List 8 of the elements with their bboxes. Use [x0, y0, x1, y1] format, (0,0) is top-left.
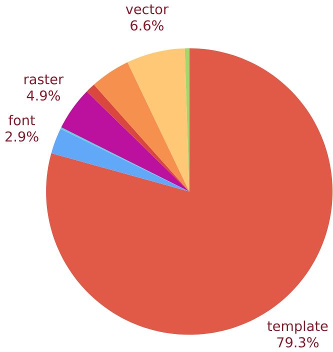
slice-label: raster — [24, 74, 64, 84]
data-label: 2.9% — [6, 131, 38, 142]
data-label: 4.9% — [26, 90, 60, 101]
slice-label: font — [8, 114, 36, 126]
data-label: 79.3% — [277, 337, 319, 348]
data-label: 6.6% — [130, 20, 164, 31]
slice-label: template — [267, 320, 328, 334]
slice-label: vector — [126, 4, 169, 14]
